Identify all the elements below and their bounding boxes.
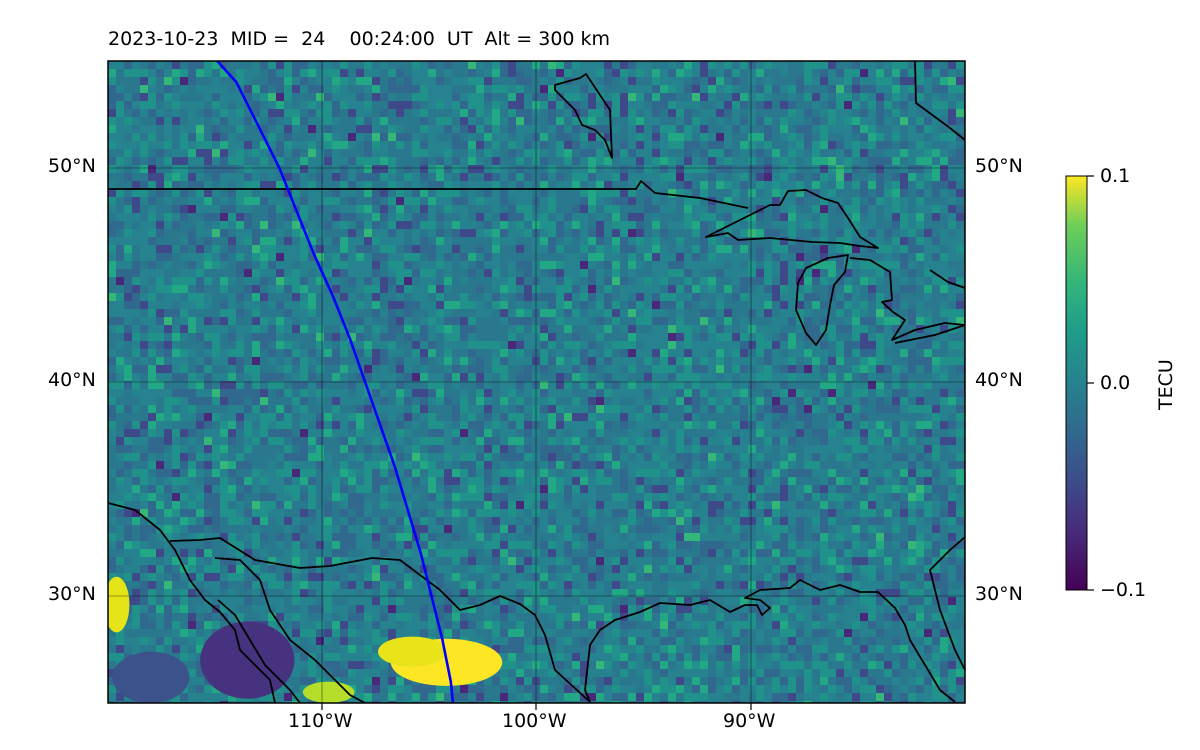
y-tick-label-right-40n: 40°N <box>975 369 1023 391</box>
tec-enhancement-1 <box>377 636 447 667</box>
northern-coast <box>914 61 965 141</box>
y-tick-label-left-30n: 30°N <box>48 583 96 605</box>
lake-huron-michigan-east <box>849 257 965 341</box>
y-tick-label-right-50n: 50°N <box>975 155 1023 177</box>
great-lakes-outline <box>705 189 879 249</box>
baja-pacific-coast <box>108 502 276 703</box>
gulf-of-california-inner <box>217 599 301 703</box>
x-tick-label-110w: 110°W <box>288 710 353 732</box>
tec-heatmap <box>108 61 965 703</box>
lake-erie <box>894 324 965 344</box>
y-tick-label-left-40n: 40°N <box>48 369 96 391</box>
tec-enhancement-2 <box>108 576 130 633</box>
map-title: 2023-10-23 MID = 24 00:24:00 UT Alt = 30… <box>108 28 611 50</box>
y-tick-label-right-30n: 30°N <box>975 583 1023 605</box>
gridlines <box>108 61 965 703</box>
lake-michigan <box>795 254 849 346</box>
colorbar-tick-zero: 0.0 <box>1100 372 1131 394</box>
tec-enhancements <box>108 576 503 703</box>
colorbar-label: TECU <box>1155 359 1177 410</box>
us-mexico-border <box>169 537 591 703</box>
satellite-track <box>216 61 455 703</box>
axis-ticks <box>321 703 752 710</box>
colorbar-tick-max: 0.1 <box>1100 165 1131 187</box>
gulf-coast <box>584 579 956 703</box>
coastlines-borders <box>108 61 965 703</box>
florida-coast <box>929 536 965 671</box>
x-tick-label-100w: 100°W <box>502 710 567 732</box>
y-tick-label-left-50n: 50°N <box>48 155 96 177</box>
tec-enhancement-3 <box>200 621 295 699</box>
colorbar-ticks <box>1087 175 1094 591</box>
lake-huron-shore <box>929 269 965 289</box>
colorbar <box>1065 175 1088 591</box>
us-canada-border <box>108 180 749 209</box>
colorbar-tick-min: −0.1 <box>1100 579 1147 601</box>
tec-enhancement-5 <box>112 651 190 703</box>
lake-island <box>554 73 613 159</box>
baja-gulf-coast <box>214 557 366 703</box>
x-tick-label-90w: 90°W <box>723 710 776 732</box>
